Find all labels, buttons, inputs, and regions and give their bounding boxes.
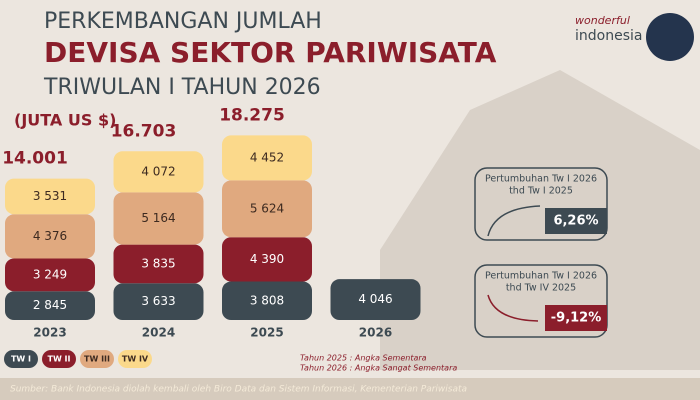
value-label: 4 046 (358, 292, 392, 306)
growth-value: -9,12% (551, 311, 602, 326)
bar-segment (5, 178, 95, 215)
growth-label: thd Tw I 2025 (509, 186, 573, 197)
bar-segment (330, 279, 421, 320)
growth-value: 6,26% (553, 214, 598, 229)
logo-text: wonderful (575, 14, 630, 27)
mountain-decoration (380, 70, 700, 370)
value-label: 4 072 (141, 164, 175, 178)
growth-value-box (545, 305, 607, 331)
bar-segment (5, 291, 95, 320)
bar-segment (113, 244, 204, 284)
bar-segment (222, 180, 312, 238)
value-label: 4 452 (250, 150, 284, 164)
bar-segment (222, 237, 312, 282)
legend-swatch (80, 350, 114, 368)
growth-label: thd Tw IV 2025 (506, 283, 576, 294)
total-label: 16.703 (111, 121, 177, 141)
growth-value-box (545, 208, 607, 234)
growth-box (474, 264, 608, 338)
source-band (0, 378, 700, 400)
unit-label: (JUTA US $) (14, 111, 116, 130)
value-label: 2 845 (33, 298, 67, 312)
note: Tahun 2025 : Angka Sementara (300, 354, 427, 363)
bar-segment (113, 151, 204, 193)
value-label: 5 624 (250, 201, 284, 215)
title-line: PERKEMBANGAN JUMLAH (44, 9, 322, 34)
total-label: 14.001 (2, 149, 68, 169)
logo-text: indonesia (575, 28, 642, 44)
growth-box (474, 167, 608, 241)
value-label: 3 808 (250, 293, 284, 307)
source: Sumber: Bank Indonesia diolah kembali ol… (10, 385, 467, 395)
growth-label: Pertumbuhan Tw I 2026 (485, 174, 597, 185)
value-label: 4 390 (250, 252, 284, 266)
growth-arrow (487, 205, 541, 237)
title-line: TRIWULAN I TAHUN 2026 (43, 75, 321, 100)
value-label: 5 164 (141, 211, 175, 225)
legend-label: TW II (47, 355, 70, 364)
total-label: 18.275 (219, 105, 285, 125)
bar-segment (113, 283, 204, 320)
value-label: 3 249 (33, 267, 67, 281)
bar-segment (222, 135, 312, 181)
ministry-emblem (646, 13, 694, 61)
value-label: 3 835 (141, 256, 175, 270)
x-tick-label: 2024 (142, 326, 175, 340)
note: Tahun 2026 : Angka Sangat Sementara (300, 364, 457, 373)
value-label: 3 531 (33, 189, 67, 203)
x-tick-label: 2026 (359, 326, 392, 340)
title-line: DEVISA SEKTOR PARIWISATA (44, 36, 497, 69)
legend-swatch (118, 350, 152, 368)
value-label: 3 633 (141, 294, 175, 308)
growth-arrow (487, 294, 539, 322)
value-label: 4 376 (33, 229, 67, 243)
x-tick-label: 2023 (33, 326, 66, 340)
legend-swatch (4, 350, 38, 368)
bar-segment (5, 214, 95, 259)
x-tick-label: 2025 (250, 326, 283, 340)
legend-label: TW IV (122, 355, 149, 364)
growth-label: Pertumbuhan Tw I 2026 (485, 271, 597, 282)
legend-label: TW I (11, 355, 31, 364)
bar-segment (222, 281, 312, 320)
legend-swatch (42, 350, 76, 368)
bar-segment (113, 192, 204, 245)
legend-label: TW III (84, 355, 110, 364)
bar-segment (5, 258, 95, 292)
